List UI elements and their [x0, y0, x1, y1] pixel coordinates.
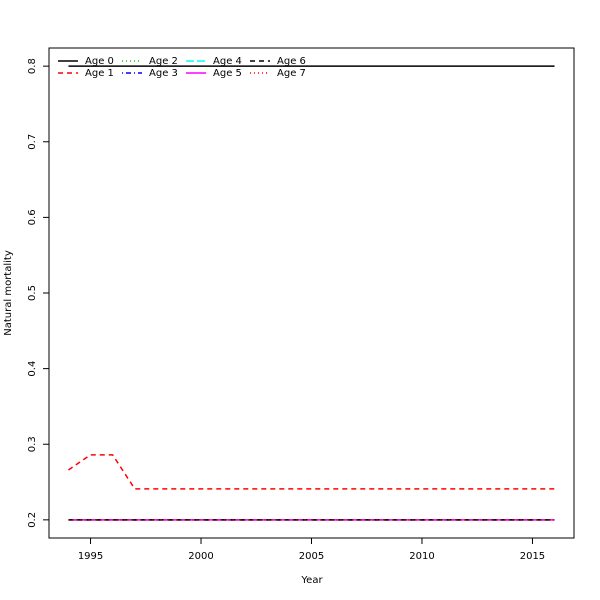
- legend-label: Age 6: [277, 56, 306, 67]
- y-tick-label: 0.5: [27, 285, 38, 301]
- y-tick-label: 0.8: [27, 58, 38, 74]
- legend-label: Age 7: [277, 68, 306, 79]
- legend-label: Age 2: [149, 56, 178, 67]
- x-tick-label: 2000: [188, 551, 213, 562]
- legend-label: Age 0: [85, 56, 114, 67]
- plot-frame: [48, 47, 575, 539]
- legend-label: Age 3: [149, 68, 178, 79]
- series-line: [68, 454, 555, 490]
- x-tick-label: 2015: [520, 551, 545, 562]
- x-tick-label: 2005: [299, 551, 324, 562]
- x-axis-label: Year: [300, 575, 323, 586]
- legend-label: Age 1: [85, 68, 114, 79]
- y-axis-label: Natural mortality: [3, 250, 14, 336]
- y-tick-label: 0.4: [27, 361, 38, 377]
- legend-label: Age 5: [213, 68, 242, 79]
- y-tick-label: 0.6: [27, 209, 38, 225]
- legend-label: Age 4: [213, 56, 242, 67]
- y-tick-label: 0.7: [27, 134, 38, 150]
- x-tick-label: 1995: [78, 551, 103, 562]
- y-tick-label: 0.2: [27, 512, 38, 528]
- x-tick-label: 2010: [409, 551, 434, 562]
- y-tick-label: 0.3: [27, 436, 38, 452]
